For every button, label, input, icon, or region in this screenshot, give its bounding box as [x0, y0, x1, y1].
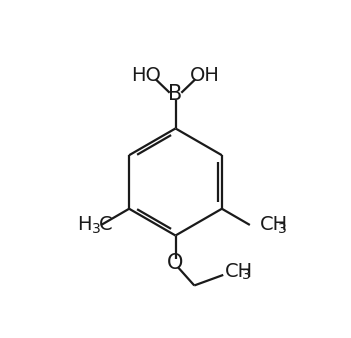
- Text: 3: 3: [278, 222, 287, 236]
- Text: 3: 3: [242, 268, 251, 282]
- Text: O: O: [167, 253, 184, 273]
- Text: HO: HO: [131, 66, 161, 85]
- Text: C: C: [99, 215, 113, 234]
- Text: H: H: [77, 215, 91, 234]
- Text: CH: CH: [225, 262, 253, 281]
- Text: OH: OH: [190, 66, 220, 85]
- Text: 3: 3: [92, 222, 101, 236]
- Text: B: B: [168, 84, 183, 104]
- Text: CH: CH: [260, 215, 288, 234]
